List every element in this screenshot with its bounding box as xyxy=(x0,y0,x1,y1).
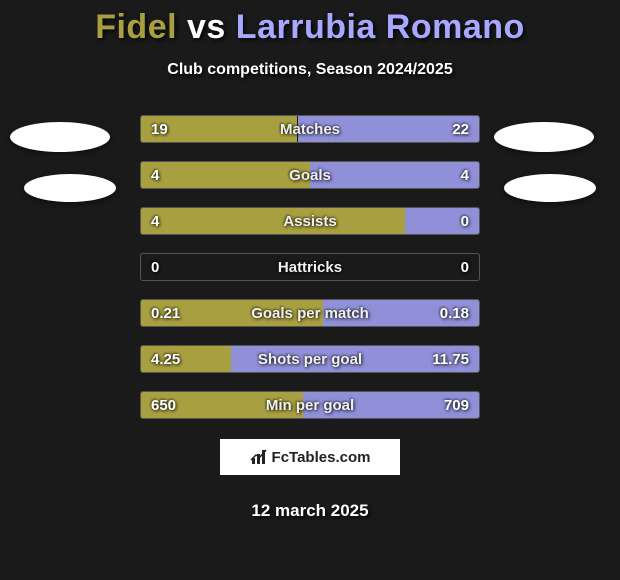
stat-row: 4.2511.75Shots per goal xyxy=(140,345,480,373)
decorative-oval xyxy=(494,122,594,152)
decorative-oval xyxy=(24,174,116,202)
stat-label: Min per goal xyxy=(141,392,479,419)
decorative-oval xyxy=(10,122,110,152)
date-text: 12 march 2025 xyxy=(0,501,620,521)
stat-label: Shots per goal xyxy=(141,346,479,373)
stat-row: 650709Min per goal xyxy=(140,391,480,419)
player1-name: Fidel xyxy=(95,8,177,46)
stat-label: Matches xyxy=(141,116,479,143)
vs-text: vs xyxy=(187,8,226,46)
site-logo: FcTables.com xyxy=(220,439,400,475)
stat-label: Goals per match xyxy=(141,300,479,327)
stat-label: Hattricks xyxy=(141,254,479,281)
chart-icon xyxy=(250,448,268,466)
stat-row: 0.210.18Goals per match xyxy=(140,299,480,327)
stat-label: Assists xyxy=(141,208,479,235)
stat-label: Goals xyxy=(141,162,479,189)
stat-row: 44Goals xyxy=(140,161,480,189)
decorative-oval xyxy=(504,174,596,202)
logo-text: FcTables.com xyxy=(272,449,371,466)
stat-row: 1922Matches xyxy=(140,115,480,143)
stat-row: 40Assists xyxy=(140,207,480,235)
subtitle: Club competitions, Season 2024/2025 xyxy=(0,61,620,79)
comparison-card: Fidel vs Larrubia Romano Club competitio… xyxy=(0,0,620,580)
player2-name: Larrubia Romano xyxy=(236,8,525,46)
page-title: Fidel vs Larrubia Romano xyxy=(0,0,620,47)
stats-area: 1922Matches 44Goals 40Assists 00Hattricks 0.… xyxy=(0,115,620,419)
stat-row: 00Hattricks xyxy=(140,253,480,281)
